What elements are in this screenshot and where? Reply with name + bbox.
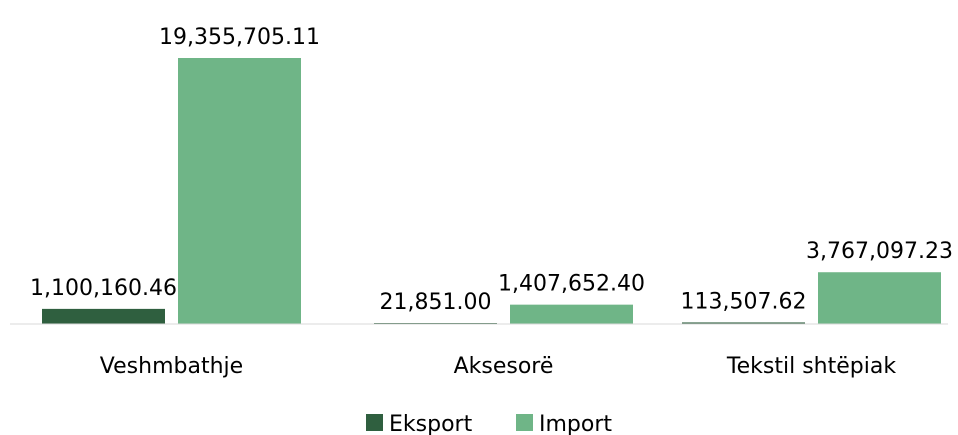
bar-import-2 xyxy=(818,272,941,324)
category-label-0: Veshmbathje xyxy=(100,354,243,379)
bar-eksport-2 xyxy=(682,322,805,324)
bar-import-1 xyxy=(510,304,633,324)
data-label-eksport-1: 21,851.00 xyxy=(380,290,492,315)
data-labels-layer: 1,100,160.46 19,355,705.11 21,851.001,407,… xyxy=(30,25,953,315)
category-label-2: Tekstil shtëpiak xyxy=(726,354,896,379)
data-label-import-0: 19,355,705.11 xyxy=(159,25,320,50)
bars-layer xyxy=(42,58,941,324)
data-label-import-2: 3,767,097.23 xyxy=(806,239,953,264)
category-label-1: Aksesorë xyxy=(454,354,554,379)
data-label-eksport-0: 1,100,160.46 xyxy=(30,276,177,301)
legend-label-eksport: Eksport xyxy=(389,412,473,435)
data-label-eksport-2: 113,507.62 xyxy=(681,289,807,314)
bar-import-0 xyxy=(178,58,301,324)
legend-label-import: Import xyxy=(539,412,612,435)
bar-eksport-0 xyxy=(42,308,165,324)
legend: Eksport Import xyxy=(366,412,612,435)
legend-swatch-import xyxy=(516,414,533,431)
legend-swatch-eksport xyxy=(366,414,383,431)
data-label-import-1: 1,407,652.40 xyxy=(498,272,645,297)
category-labels-layer: Veshmbathje Aksesorë Tekstil shtëpiak xyxy=(100,354,897,379)
